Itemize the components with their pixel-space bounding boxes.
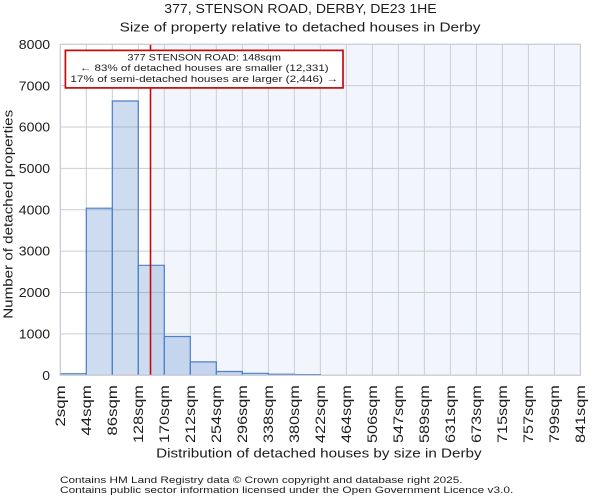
svg-text:841sqm: 841sqm	[573, 385, 588, 443]
svg-text:3000: 3000	[19, 244, 50, 259]
svg-text:631sqm: 631sqm	[443, 385, 458, 443]
svg-text:2sqm: 2sqm	[53, 385, 68, 427]
svg-text:5000: 5000	[19, 161, 50, 176]
svg-text:715sqm: 715sqm	[495, 385, 510, 443]
svg-text:377, STENSON ROAD, DERBY, DE23: 377, STENSON ROAD, DERBY, DE23 1HE	[164, 1, 436, 16]
svg-text:799sqm: 799sqm	[547, 385, 562, 443]
svg-text:Distribution of detached house: Distribution of detached houses by size …	[156, 445, 482, 460]
svg-text:6000: 6000	[19, 120, 50, 135]
svg-text:1000: 1000	[19, 326, 50, 341]
svg-text:464sqm: 464sqm	[339, 385, 354, 443]
svg-text:377 STENSON ROAD: 148sqm: 377 STENSON ROAD: 148sqm	[127, 53, 281, 63]
svg-text:Contains HM Land Registry data: Contains HM Land Registry data © Crown c…	[60, 475, 463, 486]
svg-text:8000: 8000	[19, 37, 50, 52]
svg-text:2000: 2000	[19, 285, 50, 300]
svg-text:128sqm: 128sqm	[131, 385, 146, 443]
svg-text:547sqm: 547sqm	[391, 385, 406, 443]
svg-text:380sqm: 380sqm	[287, 385, 302, 443]
svg-text:Size of property relative to d: Size of property relative to detached ho…	[120, 19, 482, 34]
svg-text:Number of detached properties: Number of detached properties	[0, 109, 15, 319]
svg-text:4000: 4000	[19, 202, 50, 217]
svg-text:← 83% of detached houses are s: ← 83% of detached houses are smaller (12…	[80, 63, 329, 73]
svg-text:Contains public sector informa: Contains public sector information licen…	[60, 485, 513, 496]
svg-text:673sqm: 673sqm	[469, 385, 484, 443]
svg-text:7000: 7000	[19, 78, 50, 93]
svg-text:212sqm: 212sqm	[183, 385, 198, 443]
svg-text:589sqm: 589sqm	[417, 385, 432, 443]
svg-text:757sqm: 757sqm	[521, 385, 536, 443]
svg-text:296sqm: 296sqm	[235, 385, 250, 443]
svg-text:338sqm: 338sqm	[261, 385, 276, 443]
svg-text:0: 0	[42, 368, 50, 383]
svg-text:170sqm: 170sqm	[157, 385, 172, 443]
svg-text:506sqm: 506sqm	[365, 385, 380, 443]
svg-text:86sqm: 86sqm	[105, 385, 120, 435]
svg-text:17% of semi-detached houses ar: 17% of semi-detached houses are larger (…	[70, 74, 338, 84]
svg-text:254sqm: 254sqm	[209, 385, 224, 443]
svg-text:44sqm: 44sqm	[79, 385, 94, 435]
svg-text:422sqm: 422sqm	[313, 385, 328, 443]
